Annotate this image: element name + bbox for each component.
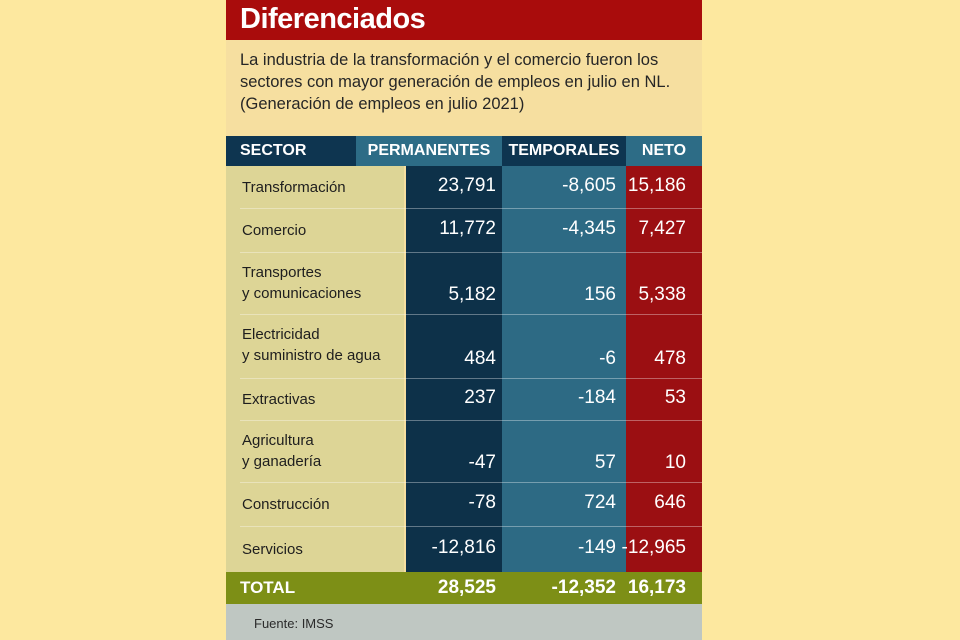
neto-column-bg xyxy=(626,166,702,572)
chart-note: (Generación de empleos en julio 2021) xyxy=(240,95,525,113)
header-permanentes: PERMANENTES xyxy=(356,136,502,166)
footer: Fuente: IMSS xyxy=(226,604,702,640)
cell-neto: 478 xyxy=(654,348,686,369)
sector-label: Transportes y comunicaciones xyxy=(242,262,402,304)
sector-label-line2: y comunicaciones xyxy=(242,285,362,302)
sector-label-line2: y suministro de agua xyxy=(242,347,381,364)
header-temporales: TEMPORALES xyxy=(502,136,626,166)
row-divider xyxy=(240,482,702,483)
cell-temporales: -6 xyxy=(599,348,616,369)
sector-label-line1: Transportes xyxy=(242,264,322,281)
cell-temporales: 156 xyxy=(584,284,616,305)
sector-label-line2: y ganadería xyxy=(242,453,322,470)
total-temporales: -12,352 xyxy=(551,577,616,598)
table-row: Transportes y comunicaciones 5,182 156 5,338 xyxy=(226,252,702,314)
chart-subtitle: La industria de la transformación y el c… xyxy=(240,51,671,91)
header-sector: SECTOR xyxy=(226,136,356,166)
chart-title: Diferenciados xyxy=(240,3,426,35)
cell-permanentes: 484 xyxy=(464,348,496,369)
sector-label: Transformación xyxy=(242,177,402,198)
total-row: TOTAL 28,525 -12,352 16,173 xyxy=(226,572,702,604)
cell-neto: 15,186 xyxy=(627,175,686,196)
temporales-column-bg xyxy=(502,166,626,572)
row-divider xyxy=(240,252,702,253)
cell-temporales: -8,605 xyxy=(562,175,616,196)
sector-label-line1: Construcción xyxy=(242,495,330,513)
table-row: Servicios -12,816 -149 -12,965 xyxy=(226,526,702,572)
sector-label: Construcción xyxy=(242,494,402,515)
sector-label-line1: Transformación xyxy=(242,178,346,196)
table-row: Electricidad y suministro de agua 484 -6 478 xyxy=(226,314,702,378)
sector-label: Extractivas xyxy=(242,389,402,410)
cell-neto: -12,965 xyxy=(621,537,686,558)
row-divider xyxy=(240,208,702,209)
cell-permanentes: 237 xyxy=(464,387,496,408)
table-row: Comercio 11,772 -4,345 7,427 xyxy=(226,208,702,252)
table-row: Construcción -78 724 646 xyxy=(226,482,702,526)
cell-temporales: 724 xyxy=(584,492,616,513)
sector-label-line1: Extractivas xyxy=(242,390,316,408)
infographic-card: Diferenciados La industria de la transfo… xyxy=(226,0,702,640)
sector-label-line1: Agricultura xyxy=(242,432,314,449)
title-bar: Diferenciados xyxy=(226,0,702,40)
column-gap xyxy=(404,166,406,572)
total-permanentes: 28,525 xyxy=(437,577,496,598)
cell-temporales: -4,345 xyxy=(562,218,616,239)
sector-column-bg xyxy=(226,166,404,572)
cell-temporales: -184 xyxy=(577,387,616,408)
sector-label-line1: Comercio xyxy=(242,221,307,239)
table-row: Agricultura y ganadería -47 57 10 xyxy=(226,420,702,482)
cell-permanentes: -47 xyxy=(468,452,496,473)
sector-label: Comercio xyxy=(242,220,402,241)
source-text: Fuente: IMSS xyxy=(254,616,334,631)
cell-permanentes: 23,791 xyxy=(437,175,496,196)
total-label: TOTAL xyxy=(240,578,296,597)
row-divider xyxy=(240,378,702,379)
header-neto: NETO xyxy=(626,136,702,166)
cell-neto: 53 xyxy=(664,387,686,408)
total-neto: 16,173 xyxy=(627,577,686,598)
permanentes-column-bg xyxy=(404,166,502,572)
row-divider xyxy=(240,314,702,315)
table-row: Extractivas 237 -184 53 xyxy=(226,378,702,420)
cell-neto: 7,427 xyxy=(638,218,686,239)
cell-neto: 646 xyxy=(654,492,686,513)
cell-temporales: 57 xyxy=(594,452,616,473)
row-divider xyxy=(240,420,702,421)
sector-label-line1: Electricidad xyxy=(242,326,320,343)
cell-permanentes: 5,182 xyxy=(448,284,496,305)
sector-label-line1: Servicios xyxy=(242,540,303,558)
cell-permanentes: -12,816 xyxy=(431,537,496,558)
sector-label: Electricidad y suministro de agua xyxy=(242,324,402,366)
sector-label: Servicios xyxy=(242,539,402,560)
cell-neto: 10 xyxy=(664,452,686,473)
cell-permanentes: -78 xyxy=(468,492,496,513)
row-divider xyxy=(240,526,702,527)
table-row: Transformación 23,791 -8,605 15,186 xyxy=(226,166,702,208)
cell-temporales: -149 xyxy=(577,537,616,558)
sector-label: Agricultura y ganadería xyxy=(242,430,402,472)
cell-neto: 5,338 xyxy=(638,284,686,305)
cell-permanentes: 11,772 xyxy=(439,218,496,239)
